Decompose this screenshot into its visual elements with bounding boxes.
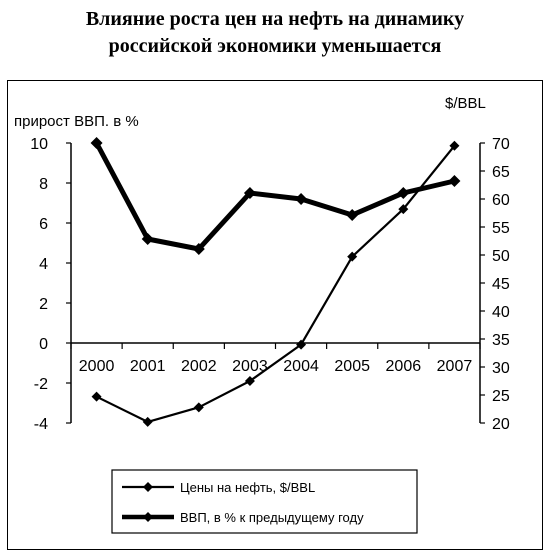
chart-title-line-2: российской экономики уменьшается xyxy=(108,35,442,57)
series-1-point xyxy=(91,391,102,402)
left-tick-label: 10 xyxy=(30,136,48,153)
right-tick-label: 25 xyxy=(492,388,510,405)
left-tick-label: -4 xyxy=(34,416,48,433)
chart-title: Влияние роста цен на нефть на динамику р… xyxy=(0,6,550,60)
right-axis-title: $/BBL xyxy=(445,95,486,112)
category-tick-label: 2001 xyxy=(130,358,166,375)
series-2-point xyxy=(397,187,410,199)
left-tick-label: 4 xyxy=(39,256,48,273)
legend-label-1: Цены на нефть, $/BBL xyxy=(180,480,315,495)
series-2-point xyxy=(90,137,103,149)
left-axis-title: прирост ВВП. в % xyxy=(14,113,139,130)
series-2-point xyxy=(141,233,154,245)
legend-label-2: ВВП, в % к предыдущему году xyxy=(180,510,364,525)
series-1-point xyxy=(347,251,358,262)
legend-box xyxy=(111,469,418,534)
category-tick-label: 2000 xyxy=(79,358,115,375)
right-tick-label: 50 xyxy=(492,248,510,265)
right-tick-label: 60 xyxy=(492,192,510,209)
category-tick-label: 2006 xyxy=(386,358,422,375)
series-1-point xyxy=(193,402,204,413)
series-2-point xyxy=(192,243,205,255)
right-tick-label: 20 xyxy=(492,416,510,433)
left-tick-label: 6 xyxy=(39,216,48,233)
left-tick-label: 2 xyxy=(39,296,48,313)
right-tick-label: 35 xyxy=(492,332,510,349)
series-1-point xyxy=(449,140,460,151)
category-tick-label: 2003 xyxy=(232,358,268,375)
series-2-point xyxy=(243,187,256,199)
series-1-point xyxy=(296,339,307,350)
chart-title-line-1: Влияние роста цен на нефть на динамику xyxy=(85,8,465,30)
left-tick-label: 8 xyxy=(39,176,48,193)
right-tick-label: 30 xyxy=(492,360,510,377)
series-2-point xyxy=(346,209,359,221)
series-line-2 xyxy=(94,141,456,252)
category-tick-label: 2007 xyxy=(437,358,473,375)
right-tick-label: 40 xyxy=(492,304,510,321)
category-tick-label: 2005 xyxy=(334,358,370,375)
series-1-point xyxy=(142,416,153,427)
series-line-1 xyxy=(96,145,456,423)
legend-marker-2 xyxy=(143,512,153,522)
left-tick-label: 0 xyxy=(39,336,48,353)
series-1-point xyxy=(398,204,409,215)
series-1-point xyxy=(244,376,255,386)
legend-marker-1 xyxy=(143,482,153,492)
left-tick-label: -2 xyxy=(34,376,48,393)
right-tick-label: 70 xyxy=(492,136,510,153)
right-tick-label: 65 xyxy=(492,164,510,181)
category-tick-label: 2004 xyxy=(283,358,319,375)
series-2-point xyxy=(295,193,308,205)
series-2-point xyxy=(448,175,461,187)
right-tick-label: 45 xyxy=(492,276,510,293)
right-tick-label: 55 xyxy=(492,220,510,237)
category-tick-label: 2002 xyxy=(181,358,217,375)
